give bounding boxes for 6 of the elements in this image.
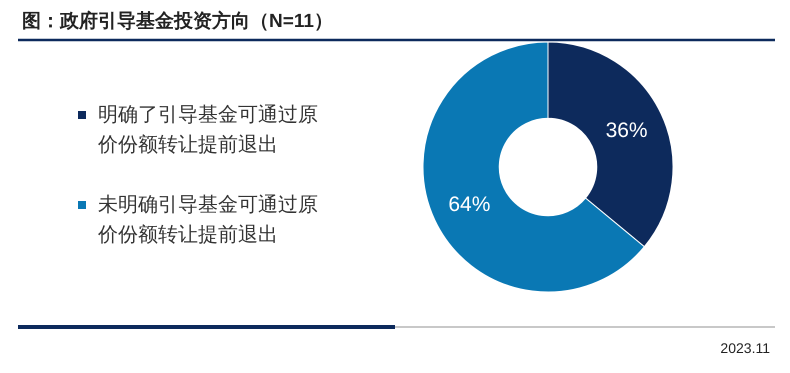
- legend-label: 未明确引导基金可通过原价份额转让提前退出: [98, 194, 318, 246]
- data-label: 36%: [606, 119, 648, 142]
- text: 2023.11: [720, 340, 770, 356]
- data-label: 64%: [448, 192, 490, 216]
- chart-title: 图：政府引导基金投资方向（N=11）: [22, 10, 333, 34]
- legend-label: 明确了引导基金可通过原价份额转让提前退出: [98, 104, 318, 156]
